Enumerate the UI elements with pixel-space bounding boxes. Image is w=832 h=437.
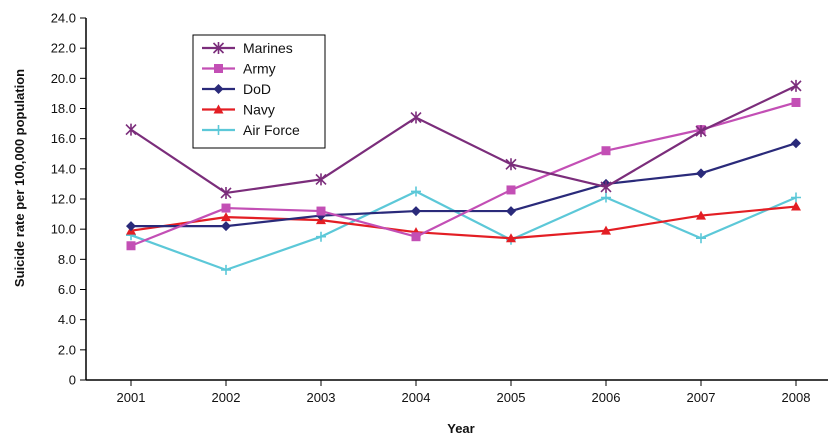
data-point-army — [791, 97, 801, 107]
y-tick-label: 8.0 — [58, 252, 76, 267]
series-air-force — [126, 186, 801, 275]
y-tick-label: 4.0 — [58, 312, 76, 327]
legend-item-navy: Navy — [202, 102, 275, 118]
data-point-army — [316, 206, 326, 216]
data-point-dod — [411, 206, 421, 217]
data-point-air-force — [601, 192, 611, 203]
x-tick-label: 2001 — [117, 390, 146, 405]
legend-marker-marines — [212, 42, 225, 54]
data-point-marines — [600, 180, 612, 193]
data-point-air-force — [221, 264, 231, 275]
x-tick-label: 2006 — [592, 390, 621, 405]
series-army — [126, 97, 801, 251]
data-point-dod — [696, 168, 706, 179]
data-point-marines — [220, 186, 232, 199]
data-point-air-force — [791, 192, 801, 203]
data-point-army — [601, 146, 611, 156]
data-point-dod — [221, 221, 231, 232]
legend-label-marines: Marines — [243, 40, 293, 56]
data-point-marines — [790, 79, 802, 92]
data-point-army — [411, 232, 421, 242]
data-point-marines — [125, 123, 137, 136]
series-line-dod — [131, 142, 797, 228]
data-point-marines — [410, 111, 422, 124]
data-point-air-force — [316, 231, 326, 242]
series-layer — [125, 79, 802, 275]
y-tick-label: 22.0 — [51, 41, 76, 56]
data-point-navy — [506, 233, 516, 243]
data-point-air-force — [411, 186, 421, 197]
legend-item-marines: Marines — [202, 40, 293, 56]
x-tick-label: 2004 — [402, 390, 431, 405]
series-line-army — [130, 101, 797, 247]
y-tick-label: 16.0 — [51, 131, 76, 146]
x-tick-label: 2002 — [212, 390, 241, 405]
y-tick-label: 12.0 — [51, 192, 76, 207]
data-point-marines — [505, 158, 517, 171]
legend-label-air-force: Air Force — [243, 122, 300, 138]
y-tick-label: 18.0 — [51, 101, 76, 116]
data-point-marines — [315, 173, 327, 186]
x-tick-label: 2003 — [307, 390, 336, 405]
legend-item-air-force: Air Force — [202, 122, 300, 138]
series-line-navy — [130, 205, 797, 240]
data-point-navy — [601, 225, 611, 235]
legend-marker-dod — [213, 84, 224, 94]
data-point-army — [126, 241, 136, 251]
data-point-dod — [506, 206, 516, 217]
data-point-army — [221, 203, 231, 213]
data-point-air-force — [696, 233, 706, 244]
legend-marker-navy — [213, 104, 224, 114]
legend-label-dod: DoD — [243, 81, 271, 97]
series-line-air-force — [130, 190, 797, 271]
legend-item-army: Army — [202, 61, 276, 77]
axes: 0 2.0 4.0 6.0 8.0 10.0 12.0 14.0 16.0 18.0 20.0 22.… — [12, 11, 828, 436]
x-tick-label: 2005 — [497, 390, 526, 405]
data-point-dod — [126, 221, 136, 232]
x-axis-title: Year — [447, 421, 474, 436]
y-tick-label: 10.0 — [51, 222, 76, 237]
x-tick-label: 2008 — [782, 390, 811, 405]
y-tick-label: 0 — [69, 373, 76, 388]
data-point-army — [506, 185, 516, 195]
data-point-dod — [791, 138, 801, 149]
y-tick-label: 2.0 — [58, 342, 76, 357]
legend-label-navy: Navy — [243, 102, 275, 118]
series-line-marines — [130, 84, 797, 195]
data-point-marines — [695, 125, 707, 138]
legend-label-army: Army — [243, 61, 276, 77]
y-tick-label: 20.0 — [51, 71, 76, 86]
y-tick-label: 24.0 — [51, 11, 76, 26]
legend-marker-air-force — [213, 125, 224, 135]
y-tick-label: 6.0 — [58, 282, 76, 297]
y-tick-label: 14.0 — [51, 161, 76, 176]
data-point-navy — [696, 210, 706, 220]
data-point-navy — [221, 212, 231, 222]
series-marines — [125, 79, 802, 199]
legend-marker-army — [214, 64, 223, 73]
y-axis-title: Suicide rate per 100,000 population — [12, 69, 27, 287]
x-tick-label: 2007 — [687, 390, 716, 405]
legend: Marines Army DoD Navy Air Force — [192, 34, 326, 149]
legend-item-dod: DoD — [202, 81, 271, 97]
data-point-navy — [791, 201, 801, 211]
